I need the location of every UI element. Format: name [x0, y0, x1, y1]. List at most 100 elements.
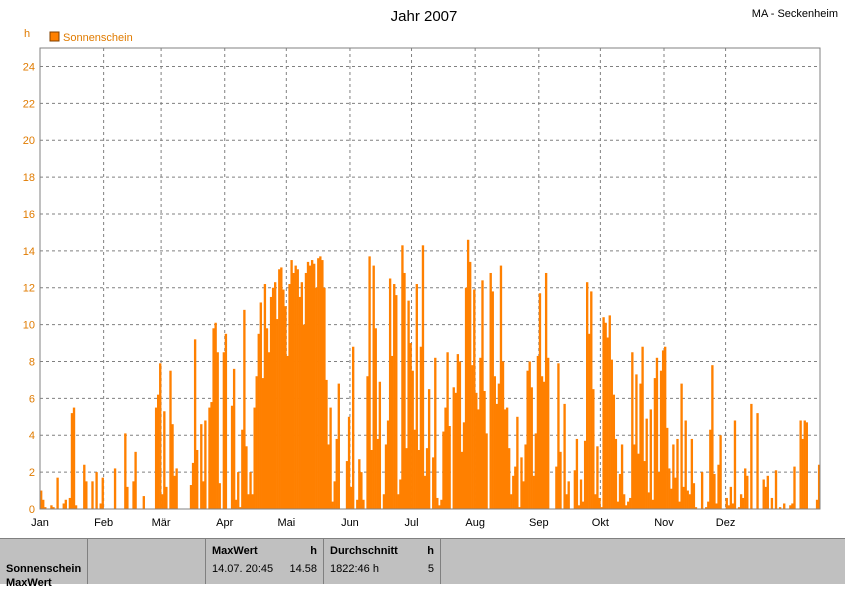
legend-label: Sonnenschein: [63, 32, 133, 44]
bar: [44, 507, 47, 509]
bar: [290, 260, 293, 509]
bar: [224, 333, 228, 509]
bar: [214, 322, 217, 509]
bar: [635, 374, 638, 509]
stats-max-cell: MaxWert h 14.07. 20:45 14.58: [206, 539, 324, 584]
bar: [510, 494, 513, 509]
bar: [625, 505, 628, 509]
bar: [647, 492, 650, 509]
bar: [508, 448, 511, 509]
bar: [620, 444, 624, 509]
bar: [302, 324, 306, 509]
max-header: MaxWert: [212, 545, 258, 557]
bar: [175, 468, 178, 509]
bar: [276, 319, 279, 509]
bar: [230, 405, 234, 509]
bar: [583, 440, 587, 509]
bar: [524, 444, 527, 509]
x-axis-ticks: Jan Feb Mär Apr Mai Jun Jul Aug Sep Okt Nov Dez: [31, 517, 735, 529]
bar: [528, 361, 531, 509]
bar: [208, 407, 211, 509]
bar: [483, 390, 486, 509]
bar: [655, 357, 659, 509]
bar: [300, 282, 304, 509]
y-axis-unit: h: [24, 28, 30, 40]
bar: [473, 289, 476, 509]
bar: [503, 409, 507, 509]
bar: [522, 481, 525, 509]
bar: [306, 261, 310, 509]
bar: [288, 284, 291, 509]
bar: [586, 282, 589, 509]
bar: [165, 486, 168, 509]
bar: [464, 287, 468, 509]
bar: [643, 461, 646, 509]
bar: [664, 346, 667, 509]
bar: [815, 499, 819, 509]
bar: [216, 352, 219, 509]
bar: [475, 392, 478, 509]
y-tick-label: 16: [23, 209, 35, 221]
bar: [497, 383, 501, 509]
avg-unit: h: [427, 545, 434, 557]
bar: [805, 422, 808, 509]
bar-series: [40, 239, 821, 509]
bar: [397, 494, 400, 509]
bar: [791, 503, 794, 509]
bar: [261, 378, 265, 509]
bar: [563, 403, 566, 509]
bar: [602, 317, 605, 509]
bar: [356, 499, 359, 509]
bar: [567, 481, 570, 509]
y-tick-label: 22: [23, 98, 35, 110]
bar: [325, 379, 328, 509]
bar: [421, 245, 425, 509]
bar: [157, 394, 160, 509]
bar: [536, 355, 540, 509]
y-tick-label: 18: [23, 172, 35, 184]
bar: [417, 449, 421, 509]
bar: [204, 420, 207, 509]
bar: [499, 265, 503, 509]
bar: [405, 448, 408, 509]
bar: [347, 416, 351, 509]
bar: [237, 472, 240, 509]
bar: [717, 464, 720, 509]
bar: [756, 413, 759, 509]
bar: [345, 461, 349, 509]
bar: [386, 420, 390, 509]
bar: [193, 339, 197, 509]
bar: [427, 389, 431, 509]
bar: [713, 473, 716, 509]
bar: [401, 245, 404, 509]
bar: [257, 333, 260, 509]
bar: [366, 376, 369, 509]
bar: [411, 370, 414, 509]
bar: [559, 451, 562, 509]
y-tick-label: 24: [23, 61, 35, 73]
bar: [335, 438, 338, 509]
bar: [460, 451, 464, 509]
bar: [462, 422, 466, 509]
bar: [382, 494, 386, 509]
bar: [542, 381, 546, 509]
stats-label-cell: Sonnenschein MaxWert: [0, 539, 88, 589]
bar: [304, 272, 308, 509]
bar: [596, 446, 599, 509]
y-tick-label: 20: [23, 135, 35, 147]
bar: [313, 263, 316, 509]
bar: [520, 457, 523, 509]
bar: [284, 306, 287, 509]
y-tick-label: 12: [23, 283, 35, 295]
x-tick-label: Dez: [716, 517, 736, 529]
y-tick-label: 0: [29, 504, 35, 516]
bar: [700, 472, 704, 509]
bar: [590, 291, 593, 509]
bar: [793, 466, 796, 509]
bar: [456, 354, 460, 509]
bar: [352, 346, 355, 509]
bar: [803, 420, 806, 509]
bar: [333, 481, 336, 509]
x-tick-label: Jun: [341, 517, 359, 529]
bar: [594, 494, 597, 509]
